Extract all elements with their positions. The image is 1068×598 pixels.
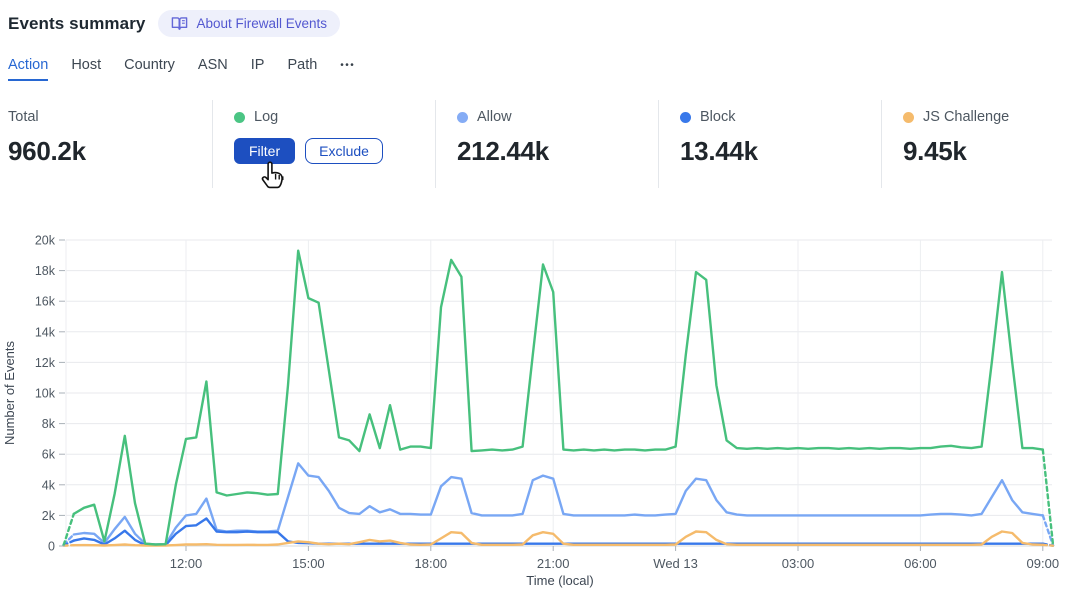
x-tick-label: 03:00 — [782, 556, 815, 571]
series-line-allow[interactable] — [72, 462, 1044, 546]
x-tick-label: 21:00 — [537, 556, 570, 571]
y-tick-label: 12k — [35, 356, 56, 370]
y-tick-label: 0 — [48, 540, 55, 554]
series-line-js-challenge[interactable] — [72, 530, 1044, 547]
stat-value: 212.44k — [457, 136, 549, 166]
tab-asn[interactable]: ASN — [197, 57, 228, 73]
series-line-js-challenge-dashed-end — [1041, 543, 1055, 547]
stat-value: 13.44k — [680, 136, 758, 166]
tab-country[interactable]: Country — [124, 57, 175, 73]
y-tick-label: 16k — [35, 295, 56, 309]
tab-host[interactable]: Host — [71, 57, 102, 73]
stat-label: Block — [700, 109, 736, 125]
series-color-dot — [903, 111, 914, 123]
stat-label: Log — [254, 109, 279, 125]
stat-label: JS Challenge — [923, 109, 1010, 125]
y-tick-label: 2k — [42, 509, 56, 523]
series-color-dot — [680, 111, 691, 123]
total-value: 960.2k — [8, 136, 86, 166]
about-link-label: About Firewall Events — [196, 16, 328, 31]
y-tick-label: 14k — [35, 325, 56, 339]
series-line-js-challenge-dashed-start — [62, 544, 75, 547]
stat-card-allow[interactable]: Allow 212.44k — [435, 100, 658, 188]
total-label: Total — [8, 109, 39, 125]
stat-card-js-challenge[interactable]: JS Challenge 9.45k — [881, 100, 1067, 188]
series-line-log[interactable] — [72, 249, 1044, 546]
stat-value: 9.45k — [903, 136, 967, 166]
y-tick-label: 18k — [35, 264, 56, 278]
page-title: Events summary — [8, 13, 146, 33]
y-axis-title: Number of Events — [2, 340, 17, 445]
y-tick-label: 20k — [35, 234, 56, 248]
filter-button[interactable]: Filter — [234, 138, 296, 164]
tab-bar: Action Host Country ASN IP Path ••• — [8, 57, 355, 81]
open-book-icon — [171, 16, 188, 31]
y-tick-label: 6k — [42, 448, 56, 462]
y-tick-label: 10k — [35, 387, 56, 401]
x-tick-label: Wed 13 — [653, 556, 698, 571]
stat-card-block[interactable]: Block 13.44k — [658, 100, 881, 188]
stat-card-total: Total 960.2k — [0, 100, 212, 188]
about-firewall-events-link[interactable]: About Firewall Events — [158, 10, 341, 37]
x-tick-label: 15:00 — [292, 556, 325, 571]
x-tick-label: 18:00 — [415, 556, 448, 571]
tab-path[interactable]: Path — [287, 57, 318, 73]
stat-label: Allow — [477, 109, 512, 125]
y-tick-label: 4k — [42, 478, 56, 492]
exclude-button[interactable]: Exclude — [305, 138, 383, 164]
series-color-dot — [457, 111, 468, 123]
events-line-chart: 0 2k 4k 6k 8k 10k 12k 14k 16k 18k 20k 12:00 15:00 18:… — [2, 234, 1060, 589]
series-line-allow-dashed-end — [1041, 514, 1055, 547]
x-tick-label: 12:00 — [170, 556, 203, 571]
series-line-log-dashed-start — [62, 512, 75, 547]
x-tick-label: 06:00 — [904, 556, 937, 571]
series-line-block[interactable] — [72, 517, 1044, 547]
series-line-log-dashed-end — [1041, 448, 1055, 546]
y-tick-label: 8k — [42, 417, 56, 431]
stats-row: Total 960.2k Log Filter Exclude Allow 212.44… — [0, 100, 1068, 188]
header: Events summary About Firewall Events — [8, 10, 341, 37]
tabs-overflow-button[interactable]: ••• — [340, 60, 356, 71]
tab-action[interactable]: Action — [8, 57, 49, 81]
x-axis-title: Time (local) — [526, 573, 593, 588]
stat-card-log[interactable]: Log Filter Exclude — [212, 100, 435, 188]
tab-ip[interactable]: IP — [250, 57, 265, 73]
x-tick-label: 09:00 — [1027, 556, 1060, 571]
series-color-dot — [234, 111, 245, 123]
